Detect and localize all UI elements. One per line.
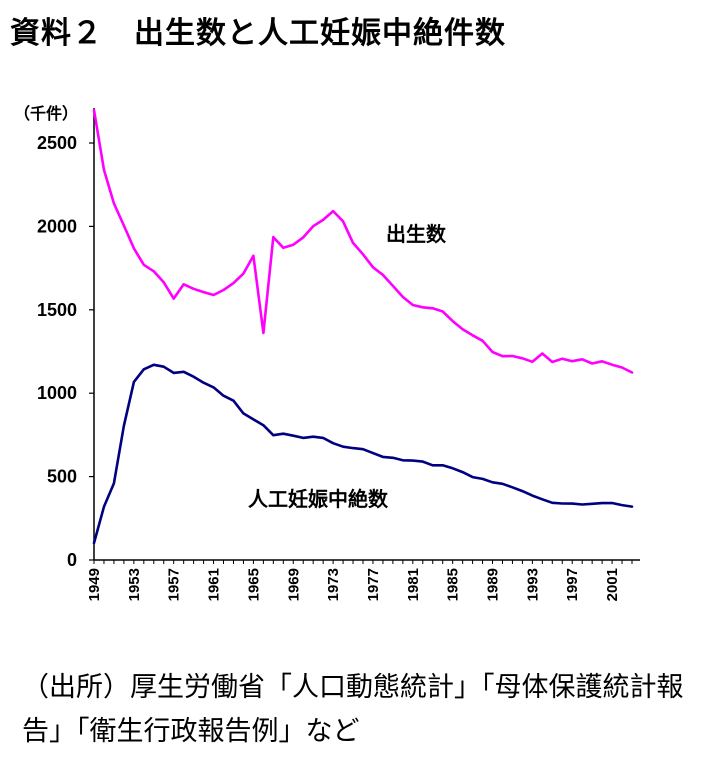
- series-line-abortions: [92, 363, 634, 545]
- y-tick-label: 2000: [37, 216, 77, 236]
- y-tick-label: 2500: [37, 133, 77, 153]
- x-tick-label: 1957: [166, 568, 183, 601]
- source-note: （出所）厚生労働省「人口動態統計」「母体保護統計報告」「衛生行政報告例」など: [22, 672, 684, 747]
- series-label-births: 出生数: [386, 222, 447, 246]
- x-tick-label: 1985: [445, 568, 462, 601]
- line-chart: 0 500 1000 1500 2000 2500 1949 1953 1957 1961 1965…: [37, 108, 640, 601]
- x-tick-label: 1977: [365, 568, 382, 601]
- chart-series: [92, 108, 634, 545]
- y-tick-label: 1000: [37, 383, 77, 403]
- x-tick-label: 1949: [86, 568, 103, 601]
- series-line-births: [92, 108, 634, 374]
- y-axis-unit: （千件）: [14, 104, 79, 123]
- series-labels: 出生数 人工妊娠中絶数: [248, 222, 447, 511]
- page-title: 資料２ 出生数と人工妊娠中絶件数: [10, 16, 506, 51]
- x-tick-label: 1997: [564, 568, 581, 601]
- x-tick-label: 1965: [245, 568, 262, 601]
- y-tick-label: 1500: [37, 300, 77, 320]
- x-tick-label: 1961: [206, 568, 223, 601]
- series-label-abortions: 人工妊娠中絶数: [248, 487, 389, 511]
- x-tick-label: 1981: [405, 568, 422, 601]
- x-tick-label: 1989: [485, 568, 502, 601]
- y-tick-label: 500: [47, 467, 77, 487]
- x-tick-label: 1993: [524, 568, 541, 601]
- chart-axes: 0 500 1000 1500 2000 2500 1949 1953 1957 1961 1965…: [37, 108, 640, 601]
- x-tick-label: 1969: [285, 568, 302, 601]
- x-tick-label: 1973: [325, 568, 342, 601]
- y-tick-label: 0: [67, 550, 77, 570]
- x-tick-label: 1953: [126, 568, 143, 601]
- x-tick-label: 2001: [604, 568, 621, 601]
